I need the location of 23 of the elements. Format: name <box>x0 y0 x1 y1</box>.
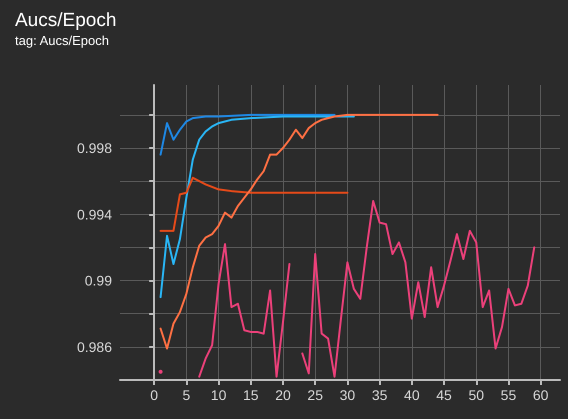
x-tick-label: 45 <box>436 387 452 403</box>
y-tick-label: 0.99 <box>84 272 112 289</box>
y-tick-label: 0.998 <box>76 140 112 156</box>
x-tick-label: 35 <box>372 387 388 403</box>
x-tick-label: 10 <box>210 387 227 403</box>
y-tick-label: 0.986 <box>76 338 112 355</box>
line-series <box>160 114 336 156</box>
x-tick-label: 20 <box>275 387 291 403</box>
line-series <box>160 176 348 232</box>
y-tick-label: 0.994 <box>76 206 112 222</box>
chart-subtitle: tag: Aucs/Epoch <box>15 33 109 48</box>
line-series <box>160 115 355 298</box>
x-tick-label: 5 <box>182 387 190 403</box>
x-tick-label: 0 <box>150 387 158 403</box>
chart-title: Aucs/Epoch <box>15 10 116 31</box>
x-tick-label: 60 <box>532 387 549 403</box>
x-tick-label: 40 <box>404 387 420 403</box>
x-tick-label: 30 <box>340 387 356 403</box>
x-tick-label: 25 <box>307 387 324 403</box>
line-series <box>160 114 439 350</box>
x-tick-label: 50 <box>468 387 484 403</box>
x-tick-label: 55 <box>500 387 516 403</box>
x-tick-label: 15 <box>242 387 259 403</box>
